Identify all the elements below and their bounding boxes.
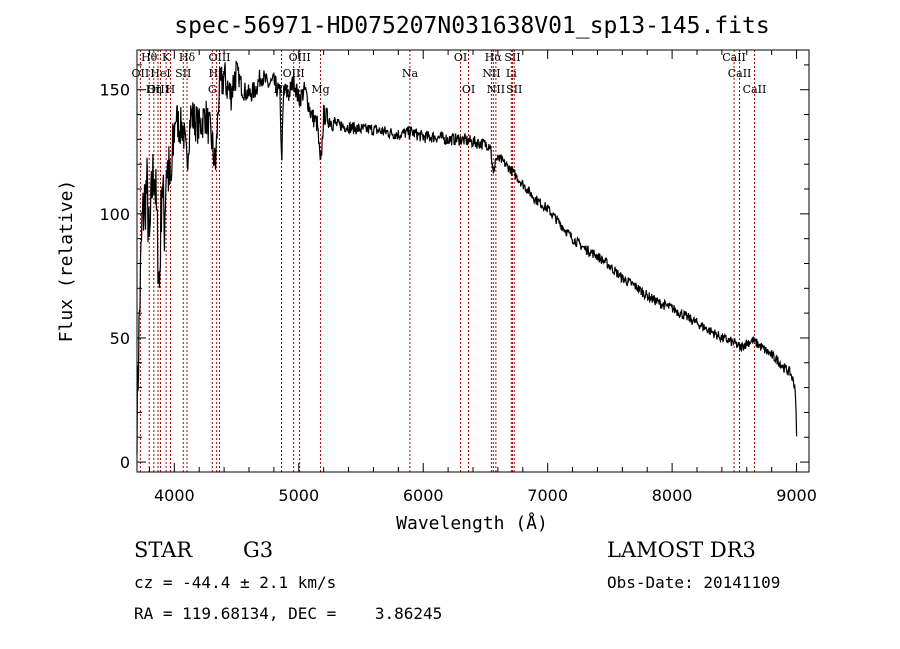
spectral-line-label: HeI [150,67,170,80]
x-tick-label: 5000 [278,486,319,505]
spectral-line-label: OIII [289,51,311,64]
spectral-line-label: NII [487,83,505,96]
y-tick-label: 0 [120,453,130,472]
spectral-line-label: H [166,83,176,96]
spectral-line-label: Mg [311,83,329,96]
spectral-line-label: Li [506,67,517,80]
x-tick-label: 4000 [154,486,195,505]
spectral-line-label: OIII [208,51,230,64]
spectral-line-label: Hα [485,51,503,64]
spectral-line-label: CaII [728,67,752,80]
x-tick-label: 8000 [652,486,693,505]
x-tick-label: 9000 [776,486,817,505]
x-tick-label: 7000 [527,486,568,505]
x-axis-label: Wavelength (Å) [396,512,548,534]
coordinates: RA = 119.68134, DEC = 3.86245 [134,604,443,623]
y-axis-label: Flux (relative) [56,180,77,343]
spectral-line-label: OII [132,67,150,80]
y-tick-label: 150 [99,81,130,100]
spectral-line-label: Hδ [179,51,196,64]
spectral-line-markers [139,50,755,472]
redshift-velocity: cz = -44.4 ± 2.1 km/s [134,573,337,592]
spectral-line-label: CaII [722,51,746,64]
spectral-line-label: NII [482,67,500,80]
spectral-line-label: OI [462,83,475,96]
spectral-line-label: G [208,83,217,96]
y-tick-label: 50 [110,329,130,348]
spectral-line-label: Hη [146,83,162,96]
plot-frame [136,49,810,473]
spectral-line-label: SII [175,67,191,80]
y-tick-label: 100 [99,205,130,224]
axis-ticks: 4000 5000 6000 7000 8000 9000 0 50 100 150 [99,50,817,505]
spectral-subclass: G3 [243,538,274,562]
spectral-line-label: K [162,51,171,64]
spectrum-line [136,60,798,455]
spectral-line-label: Na [402,67,419,80]
spectral-line-label: Hθ [141,51,158,64]
spectral-line-label: OIII [147,83,169,96]
observation-date: Obs-Date: 20141109 [607,573,781,592]
object-type: STAR [134,538,193,562]
spectral-line-label: SII [506,83,522,96]
spectral-line-label: OI [454,51,467,64]
survey-name: LAMOST DR3 [607,538,756,562]
spectral-line-label: CaII [743,83,767,96]
chart-title: spec-56971-HD075207N031638V01_sp13-145.f… [174,13,769,39]
spectral-line-label: SII [504,51,520,64]
x-tick-label: 6000 [403,486,444,505]
